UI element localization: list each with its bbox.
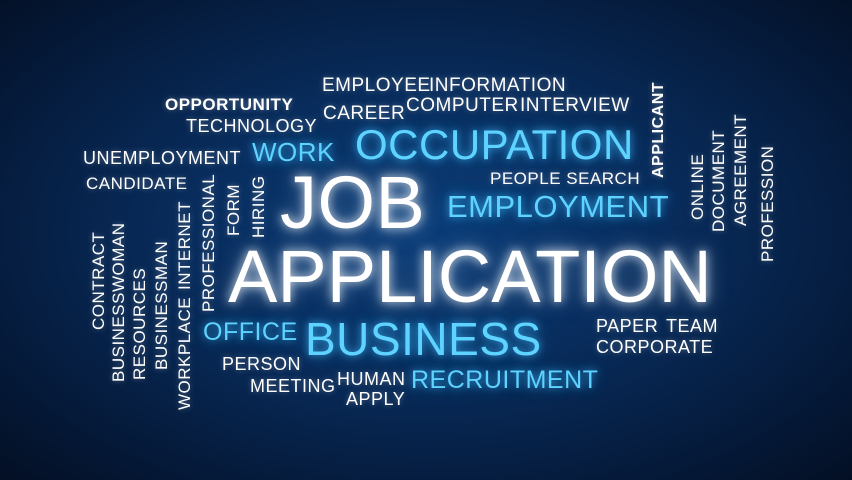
word-computer: COMPUTER	[406, 95, 519, 116]
word-interview: INTERVIEW	[520, 95, 630, 116]
word-meeting: MEETING	[250, 376, 336, 396]
word-apply: APPLY	[346, 389, 406, 409]
word-hiring: HIRING	[249, 175, 268, 239]
word-employee: EMPLOYEE	[322, 75, 431, 96]
word-applicant: APPLICANT	[650, 81, 667, 178]
word-internet: INTERNET	[175, 201, 194, 290]
word-candidate: CANDIDATE	[86, 174, 188, 193]
word-job: JOB	[280, 161, 426, 244]
word-paper: PAPER	[596, 316, 659, 336]
word-recruitment: RECRUITMENT	[411, 366, 599, 394]
word-people-search: PEOPLE SEARCH	[490, 169, 641, 188]
word-team: TEAM	[666, 316, 719, 336]
word-opportunity: OPPORTUNITY	[165, 95, 294, 114]
word-document: DOCUMENT	[709, 129, 728, 232]
word-information: INFORMATION	[429, 75, 567, 96]
word-workplace: WORKPLACE	[175, 296, 194, 410]
word-work: WORK	[252, 137, 335, 167]
word-application: APPLICATION	[228, 235, 712, 318]
word-corporate: CORPORATE	[596, 337, 714, 357]
word-career: CAREER	[323, 103, 406, 124]
word-unemployment: UNEMPLOYMENT	[83, 148, 242, 168]
word-employment: EMPLOYMENT	[447, 189, 670, 224]
word-technology: TECHNOLOGY	[186, 116, 318, 136]
word-professional: PROFESSIONAL	[199, 173, 218, 312]
word-profession: PROFESSION	[758, 145, 777, 262]
word-contract: CONTRACT	[89, 231, 108, 330]
word-human: HUMAN	[337, 369, 406, 389]
word-businesswoman: BUSINESSWOMAN	[109, 222, 128, 382]
word-occupation: OCCUPATION	[355, 121, 634, 168]
word-business: BUSINESS	[305, 313, 542, 365]
word-form: FORM	[224, 183, 243, 236]
word-person: PERSON	[222, 354, 302, 374]
word-resources: RESOURCES	[130, 267, 149, 380]
word-businessman: BUSINESSMAN	[152, 240, 171, 370]
word-agreement: AGREEMENT	[731, 113, 750, 226]
word-office: OFFICE	[203, 318, 298, 346]
word-online: ONLINE	[688, 153, 707, 220]
